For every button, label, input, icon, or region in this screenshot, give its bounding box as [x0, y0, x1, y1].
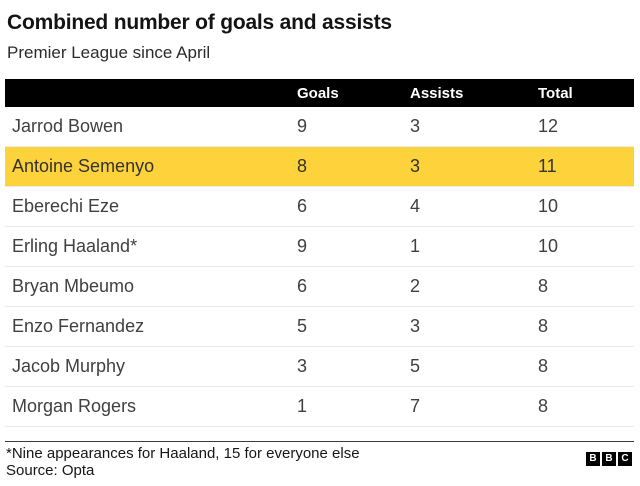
table-row: Erling Haaland* 9 1 10 — [5, 227, 634, 267]
table-body: Jarrod Bowen 9 3 12 Antoine Semenyo 8 3 11 Ebere… — [5, 107, 634, 427]
player-name: Enzo Fernandez — [12, 316, 145, 336]
player-name: Antoine Semenyo — [12, 156, 155, 176]
bbc-logo-letter: C — [618, 452, 632, 466]
total-value: 11 — [538, 156, 557, 176]
goals-value: 6 — [297, 276, 308, 296]
table-row: Jacob Murphy 3 5 8 — [5, 347, 634, 387]
goals-value: 6 — [297, 196, 308, 216]
assists-value: 3 — [410, 316, 421, 336]
player-name: Jacob Murphy — [12, 356, 126, 376]
table-row: Morgan Rogers 1 7 8 — [5, 387, 634, 427]
assists-value: 3 — [410, 116, 421, 136]
goals-value: 9 — [297, 236, 308, 256]
total-value: 8 — [538, 276, 549, 296]
stats-table: Goals Assists Total Jarrod Bowen 9 3 12 Anto… — [5, 79, 634, 427]
header-assists: Assists — [410, 84, 464, 102]
table-header-row: Goals Assists Total — [5, 79, 634, 107]
assists-value: 4 — [410, 196, 421, 216]
bbc-logo-letter: B — [602, 452, 616, 466]
goals-value: 5 — [297, 316, 308, 336]
total-value: 12 — [538, 116, 559, 136]
player-name: Erling Haaland* — [12, 236, 138, 256]
assists-value: 5 — [410, 356, 421, 376]
total-value: 8 — [538, 316, 549, 336]
assists-value: 3 — [410, 156, 421, 176]
goals-value: 9 — [297, 116, 308, 136]
header-goals: Goals — [297, 84, 339, 102]
table-row: Antoine Semenyo 8 3 11 — [5, 147, 634, 187]
table-row: Bryan Mbeumo 6 2 8 — [5, 267, 634, 307]
player-name: Eberechi Eze — [12, 196, 120, 216]
goals-value: 1 — [297, 396, 308, 416]
assists-value: 7 — [410, 396, 421, 416]
total-value: 8 — [538, 356, 549, 376]
chart-title: Combined number of goals and assists — [7, 11, 392, 34]
total-value: 10 — [538, 196, 559, 216]
table-row: Eberechi Eze 6 4 10 — [5, 187, 634, 227]
player-name: Morgan Rogers — [12, 396, 137, 416]
chart-subtitle: Premier League since April — [7, 43, 211, 62]
source-credit: Source: Opta — [6, 462, 95, 479]
player-name: Bryan Mbeumo — [12, 276, 135, 296]
assists-value: 2 — [410, 276, 421, 296]
player-name: Jarrod Bowen — [12, 116, 124, 136]
table-row: Jarrod Bowen 9 3 12 — [5, 107, 634, 147]
assists-value: 1 — [410, 236, 421, 256]
header-total: Total — [538, 84, 573, 102]
footer-divider — [5, 441, 634, 442]
total-value: 8 — [538, 396, 549, 416]
total-value: 10 — [538, 236, 559, 256]
bbc-logo-letter: B — [586, 452, 600, 466]
goals-value: 3 — [297, 356, 308, 376]
table-row: Enzo Fernandez 5 3 8 — [5, 307, 634, 347]
goals-value: 8 — [297, 156, 308, 176]
footnote-text: *Nine appearances for Haaland, 15 for ev… — [6, 445, 360, 462]
